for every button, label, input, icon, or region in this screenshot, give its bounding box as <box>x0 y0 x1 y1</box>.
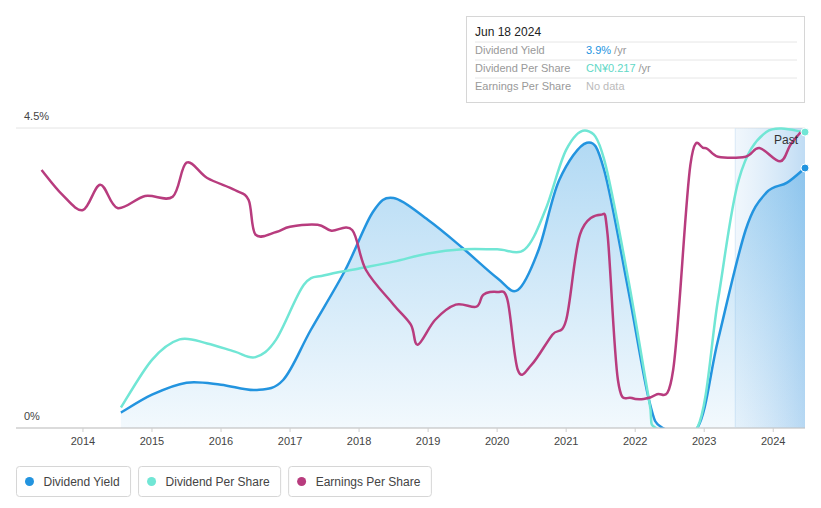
x-tick <box>566 428 567 432</box>
x-tick <box>635 428 636 432</box>
legend-box <box>289 467 432 497</box>
tooltip-label: Dividend Per Share <box>475 62 570 74</box>
x-tick <box>151 428 152 432</box>
x-tick <box>497 428 498 432</box>
x-tick-label: 2024 <box>761 435 785 447</box>
tooltip-label: Earnings Per Share <box>475 80 571 92</box>
legend-swatch <box>25 477 34 486</box>
tooltip-unit: /yr <box>614 44 627 56</box>
tooltip-title: Jun 18 2024 <box>475 25 541 39</box>
tooltip-unit: /yr <box>639 62 652 74</box>
legend-label: Dividend Yield <box>44 475 120 489</box>
grid-line <box>16 428 805 429</box>
x-tick <box>704 428 705 432</box>
x-axis <box>16 428 805 429</box>
x-tick-label: 2016 <box>209 435 233 447</box>
legend-item: Earnings Per Share <box>289 467 432 497</box>
legend-box <box>139 467 281 497</box>
legend-box <box>17 467 131 497</box>
tooltip-value: No data <box>586 80 625 92</box>
end-point <box>801 164 809 172</box>
x-tick <box>428 428 429 432</box>
x-tick-label: 2022 <box>623 435 647 447</box>
tooltip-label: Dividend Yield <box>475 44 545 56</box>
legend-swatch <box>297 477 306 486</box>
x-tick <box>359 428 360 432</box>
x-tick-label: 2023 <box>692 435 716 447</box>
plot-area <box>42 129 805 428</box>
tooltip-separator <box>475 60 797 61</box>
x-tick-label: 2019 <box>416 435 440 447</box>
y-tick-label: 4.5% <box>24 110 49 122</box>
x-tick <box>82 428 83 432</box>
legend-label: Earnings Per Share <box>316 475 421 489</box>
legend-item: Dividend Yield <box>17 467 131 497</box>
series-line <box>42 132 801 399</box>
tooltip-value: CN¥0.217 <box>586 62 636 74</box>
legend-label: Dividend Per Share <box>166 475 270 489</box>
x-tick-label: 2014 <box>71 435 95 447</box>
tooltip-separator <box>475 42 797 43</box>
x-tick-label: 2015 <box>140 435 164 447</box>
tooltip-separator <box>475 78 797 79</box>
legend-item: Dividend Per Share <box>139 467 281 497</box>
x-tick <box>221 428 222 432</box>
y-tick-label: 0% <box>24 410 40 422</box>
x-tick <box>773 428 774 432</box>
end-point <box>801 128 809 136</box>
tooltip-value: 3.9% <box>586 44 611 56</box>
chart: 2014 2015 2016 2017 2018 2019 2020 2021 2022 2023… <box>0 0 821 508</box>
x-tick-label: 2017 <box>278 435 302 447</box>
past-label: Past <box>774 133 799 147</box>
grid-line <box>16 128 805 129</box>
x-tick-label: 2021 <box>554 435 578 447</box>
series-line <box>121 129 805 428</box>
legend-swatch <box>147 477 156 486</box>
tooltip-box <box>467 17 805 103</box>
x-tick-label: 2018 <box>347 435 371 447</box>
x-tick-label: 2020 <box>485 435 509 447</box>
x-tick <box>290 428 291 432</box>
